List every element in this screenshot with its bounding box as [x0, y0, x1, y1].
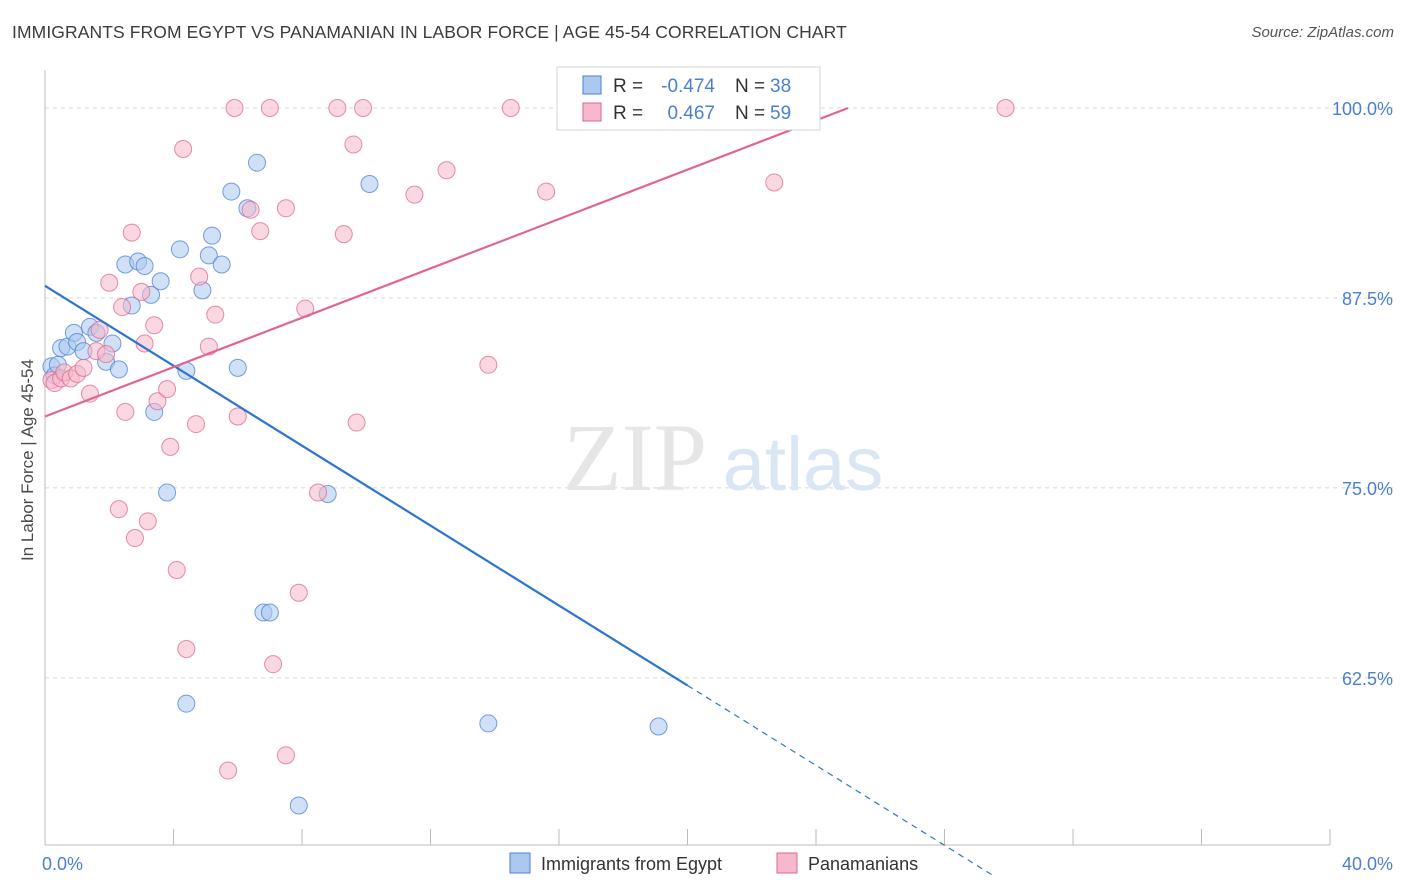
data-point-panamanians-20 — [145, 316, 164, 335]
stats-r-label-2: R = — [613, 103, 643, 124]
data-point-panamanians-38 — [276, 199, 295, 218]
data-point-panamanians-37 — [264, 655, 283, 674]
data-point-panamanians-28 — [190, 267, 209, 286]
data-point-panamanians-23 — [161, 437, 180, 456]
data-point-panamanians-45 — [344, 135, 363, 154]
axes — [44, 70, 1331, 846]
legend: Immigrants from Egypt Panamanians — [509, 852, 918, 874]
data-point-egypt-25 — [199, 246, 218, 265]
data-point-panamanians-12 — [109, 500, 128, 519]
stats-n-label-2: N = — [735, 103, 765, 124]
data-point-panamanians-55 — [996, 98, 1015, 117]
trend-line-egypt-extension — [687, 684, 994, 876]
data-point-egypt-23 — [177, 694, 196, 713]
data-point-egypt-19 — [151, 272, 170, 291]
data-point-panamanians-44 — [334, 225, 353, 244]
data-point-egypt-37 — [479, 714, 498, 733]
grid — [45, 107, 1395, 679]
data-point-panamanians-39 — [276, 746, 295, 765]
data-point-panamanians-27 — [186, 415, 205, 434]
chart-title: IMMIGRANTS FROM EGYPT VS PANAMANIAN IN L… — [12, 22, 847, 42]
legend-label-panamanians: Panamanians — [808, 854, 918, 874]
y-tick-labels: 62.5% 75.0% 87.5% 100.0% — [1332, 99, 1393, 689]
data-point-egypt-36 — [360, 174, 379, 193]
data-point-panamanians-35 — [251, 222, 270, 241]
data-point-panamanians-16 — [125, 529, 144, 548]
trend-line-panamanians — [44, 106, 849, 418]
stats-n-label-1: N = — [735, 76, 765, 97]
x-tick-labels: 0.0% 40.0% — [42, 854, 1393, 874]
data-point-panamanians-24 — [167, 560, 186, 579]
data-point-panamanians-31 — [219, 761, 238, 780]
data-point-egypt-38 — [649, 717, 668, 736]
watermark: ZIP atlas — [563, 404, 883, 511]
x-tick-label-min: 0.0% — [42, 854, 83, 874]
chart-source: Source: ZipAtlas.com — [1251, 24, 1394, 41]
data-point-panamanians-19 — [138, 512, 157, 531]
data-point-panamanians-42 — [309, 483, 328, 502]
data-point-egypt-20 — [158, 483, 177, 502]
trend-lines — [44, 106, 994, 876]
y-axis-label: In Labor Force | Age 45-54 — [18, 359, 37, 561]
data-point-egypt-12 — [109, 360, 128, 379]
stats-swatch-panamanians — [582, 102, 602, 122]
data-point-panamanians-43 — [328, 98, 347, 117]
watermark-zip: ZIP — [563, 404, 707, 511]
data-point-egypt-33 — [260, 603, 279, 622]
data-point-egypt-21 — [170, 240, 189, 259]
data-point-panamanians-36 — [260, 98, 279, 117]
data-point-panamanians-11 — [100, 273, 119, 292]
data-point-egypt-29 — [228, 358, 247, 377]
stats-swatch-egypt — [582, 75, 602, 95]
data-point-panamanians-10 — [97, 345, 116, 364]
data-point-panamanians-21 — [148, 392, 167, 411]
data-point-panamanians-22 — [158, 380, 177, 399]
data-point-panamanians-26 — [177, 639, 196, 658]
data-point-panamanians-30 — [206, 305, 225, 324]
stats-box: R = -0.474 N = 38 R = 0.467 N = 59 — [556, 66, 821, 131]
legend-swatch-panamanians — [776, 852, 798, 874]
y-tick-label-1: 75.0% — [1342, 479, 1393, 499]
legend-label-egypt: Immigrants from Egypt — [541, 854, 722, 874]
legend-swatch-egypt — [509, 852, 531, 874]
data-point-panamanians-49 — [437, 161, 456, 180]
data-point-panamanians-13 — [113, 298, 132, 317]
data-point-panamanians-33 — [228, 407, 247, 426]
y-tick-label-0: 62.5% — [1342, 669, 1393, 689]
data-point-panamanians-15 — [122, 223, 141, 242]
data-point-panamanians-47 — [354, 98, 373, 117]
data-point-egypt-28 — [222, 182, 241, 201]
stats-r-value-2: 0.467 — [667, 103, 715, 124]
data-point-panamanians-6 — [74, 358, 93, 377]
stats-n-value-2: 59 — [770, 103, 791, 124]
data-point-panamanians-25 — [174, 140, 193, 159]
data-point-panamanians-46 — [347, 413, 366, 432]
data-point-egypt-31 — [248, 153, 267, 172]
data-point-panamanians-9 — [90, 320, 109, 339]
y-tick-label-3: 100.0% — [1332, 99, 1393, 119]
y-tick-label-2: 87.5% — [1342, 289, 1393, 309]
stats-r-label-1: R = — [613, 76, 643, 97]
data-point-panamanians-32 — [225, 98, 244, 117]
data-point-panamanians-54 — [765, 173, 784, 192]
data-point-egypt-26 — [203, 226, 222, 245]
stats-r-value-1: -0.474 — [661, 76, 715, 97]
data-point-panamanians-17 — [132, 282, 151, 301]
data-point-panamanians-51 — [501, 98, 520, 117]
stats-n-value-1: 38 — [770, 76, 791, 97]
data-point-panamanians-40 — [289, 583, 308, 602]
data-point-panamanians-48 — [405, 185, 424, 204]
data-point-panamanians-52 — [537, 182, 556, 201]
data-point-panamanians-50 — [479, 355, 498, 374]
data-point-egypt-34 — [289, 796, 308, 815]
watermark-atlas: atlas — [723, 422, 884, 507]
data-point-panamanians-34 — [241, 200, 260, 219]
trend-line-egypt — [44, 284, 689, 687]
data-point-egypt-27 — [212, 255, 231, 274]
data-point-egypt-16 — [135, 257, 154, 276]
data-point-panamanians-14 — [116, 402, 135, 421]
x-tick-label-max: 40.0% — [1342, 854, 1393, 874]
